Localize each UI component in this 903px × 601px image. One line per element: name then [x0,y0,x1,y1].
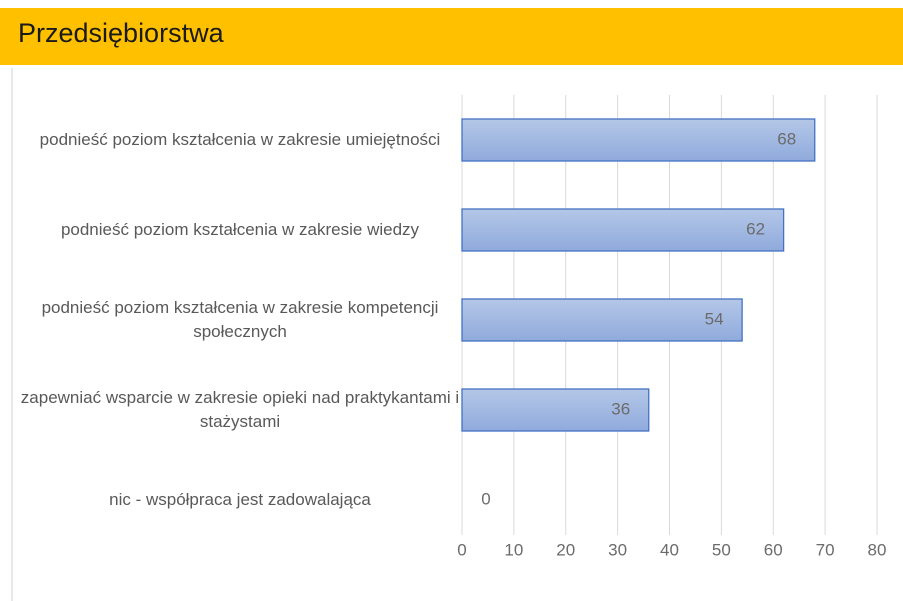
x-tick-label: 60 [764,540,783,559]
x-tick-label: 50 [712,540,731,559]
x-tick-label: 40 [660,540,679,559]
bar [461,208,785,252]
x-tick-label: 10 [504,540,523,559]
x-tick-label: 20 [556,540,575,559]
category-label: nic - współpraca jest zadowalająca [109,490,371,509]
category-label: podnieść poziom kształcenia w zakresie w… [60,220,420,239]
category-label: zapewniać wsparcie w zakresie opieki nad… [20,388,460,431]
header-band [0,8,903,65]
x-tick-label: 30 [608,540,627,559]
bar [461,118,816,162]
x-tick-label: 70 [816,540,835,559]
category-label: podnieść poziom kształcenia w zakresie k… [41,298,439,341]
data-label: 36 [611,399,630,418]
data-label: 54 [705,309,724,328]
x-tick-label: 0 [457,540,466,559]
bar [461,298,743,342]
data-label: 62 [746,219,765,238]
x-tick-label: 80 [868,540,887,559]
bar [461,388,650,432]
data-label: 0 [481,489,490,508]
category-label: podnieść poziom kształcenia w zakresie u… [39,130,441,149]
data-label: 68 [777,129,796,148]
chart-title: Przedsiębiorstwa [18,18,224,48]
